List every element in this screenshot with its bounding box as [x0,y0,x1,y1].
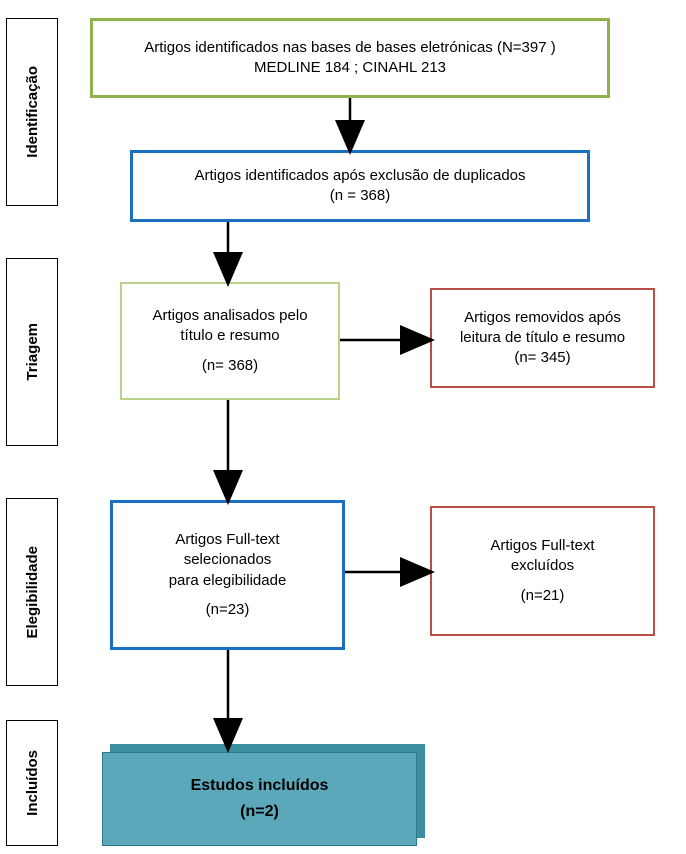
phase-label-text: Identificação [24,66,41,158]
box-text-line: Artigos removidos após [464,308,621,328]
box-text-line: Artigos analisados pelo [152,306,307,326]
phase-label-elegibilidade: Elegibilidade [6,498,58,686]
box-text-line [228,347,232,356]
box-identified-databases: Artigos identificados nas bases de bases… [90,18,610,98]
box-screened-title-abstract: Artigos analisados pelotítulo e resumo (… [120,282,340,400]
phase-label-text: Incluídos [24,750,41,816]
phase-label-identificacao: Identificação [6,18,58,206]
phase-label-text: Triagem [24,323,41,381]
box-included-studies: Estudos incluídos(n=2) [102,752,417,846]
box-text-line: MEDLINE 184 ; CINAHL 213 [254,58,446,78]
box-fulltext-selected: Artigos Full-textselecionadospara elegib… [110,500,345,650]
box-text-line: (n= 345) [514,348,570,368]
box-text-line: Artigos identificados após exclusão de d… [194,166,525,186]
box-text-line: leitura de título e resumo [460,328,625,348]
box-text-line: Artigos identificados nas bases de bases… [144,38,555,58]
phase-label-triagem: Triagem [6,258,58,446]
box-text-line: (n=21) [521,586,565,606]
box-text-line: (n= 368) [202,356,258,376]
flow-arrows [0,0,686,854]
box-text-line: Estudos incluídos [191,773,329,799]
box-text-line: (n=2) [240,799,279,825]
box-text-line: (n = 368) [330,186,390,206]
box-text-line [225,591,229,600]
box-removed-title-abstract: Artigos removidos apósleitura de título … [430,288,655,388]
box-text-line: selecionados [184,550,272,570]
box-text-line: (n=23) [206,600,250,620]
phase-label-incluidos: Incluídos [6,720,58,846]
box-text-line: Artigos Full-text [490,536,594,556]
box-fulltext-excluded: Artigos Full-textexcluídos (n=21) [430,506,655,636]
phase-label-text: Elegibilidade [24,546,41,639]
box-text-line: Artigos Full-text [175,530,279,550]
box-after-duplicates: Artigos identificados após exclusão de d… [130,150,590,222]
box-text-line [540,577,544,586]
